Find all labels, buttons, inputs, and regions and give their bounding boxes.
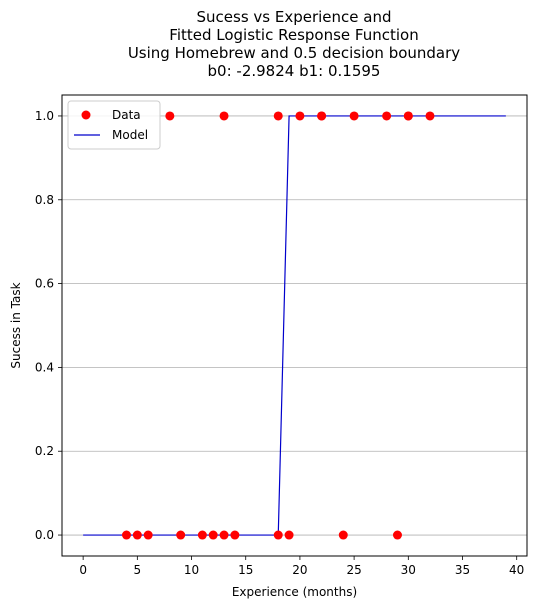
x-tick-label: 0 <box>79 563 87 577</box>
legend-label: Model <box>112 128 148 142</box>
x-tick-label: 10 <box>184 563 199 577</box>
data-point <box>197 530 207 540</box>
data-point <box>273 530 283 540</box>
y-tick-label: 0.4 <box>35 360 54 374</box>
axis-ticks: 0 5 10 15 20 25 30 35 40 0.0 0.2 0.4 0.6 0.8 1.0 <box>35 109 524 577</box>
plot-frame <box>61 94 528 557</box>
x-tick-label: 30 <box>401 563 416 577</box>
x-tick-label: 25 <box>346 563 361 577</box>
data-point <box>392 530 402 540</box>
y-tick-label: 0.0 <box>35 528 54 542</box>
legend: Data Model <box>67 100 161 150</box>
data-point <box>295 111 305 121</box>
data-point <box>143 530 153 540</box>
y-tick-label: 0.8 <box>35 193 54 207</box>
data-point <box>165 111 175 121</box>
y-tick-label: 0.2 <box>35 444 54 458</box>
title-line: Using Homebrew and 0.5 decision boundary <box>128 44 460 62</box>
data-point <box>317 111 327 121</box>
data-point <box>284 530 294 540</box>
title-line: b0: -2.9824 b1: 0.1595 <box>208 62 381 80</box>
title-line: Fitted Logistic Response Function <box>169 26 418 44</box>
data-point <box>230 530 240 540</box>
data-point <box>338 530 348 540</box>
y-tick-label: 1.0 <box>35 109 54 123</box>
data-point <box>425 111 435 121</box>
data-point <box>219 111 229 121</box>
y-axis-label: Sucess in Task <box>9 282 23 368</box>
plot-series <box>83 111 506 540</box>
data-point <box>176 530 186 540</box>
legend-marker-data <box>81 110 91 120</box>
data-point <box>382 111 392 121</box>
x-axis-label: Experience (months) <box>232 585 357 599</box>
data-point <box>403 111 413 121</box>
data-point <box>132 530 142 540</box>
x-tick-label: 5 <box>134 563 142 577</box>
x-tick-label: 20 <box>292 563 307 577</box>
data-point <box>121 530 131 540</box>
legend-box <box>67 100 161 150</box>
data-point <box>273 111 283 121</box>
data-point <box>208 530 218 540</box>
x-tick-label: 35 <box>455 563 470 577</box>
title-line: Sucess vs Experience and <box>197 8 392 26</box>
x-tick-label: 15 <box>238 563 253 577</box>
data-point <box>219 530 229 540</box>
x-tick-label: 40 <box>509 563 524 577</box>
y-tick-label: 0.6 <box>35 277 54 291</box>
data-point <box>349 111 359 121</box>
legend-label: Data <box>112 108 141 122</box>
